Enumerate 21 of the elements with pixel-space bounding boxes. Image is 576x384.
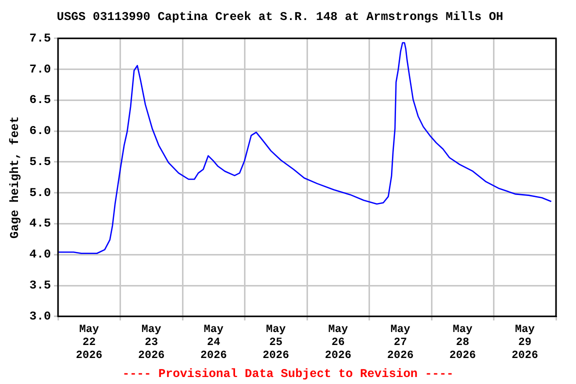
y-tick-label: 6.5 [29, 93, 52, 108]
y-tick-label: 7.5 [29, 31, 52, 46]
x-tick-label: May 25 2026 [262, 324, 290, 362]
x-tick-label: May 28 2026 [449, 324, 476, 362]
y-tick-label: 7.0 [29, 62, 52, 76]
x-tick-label: May 22 2026 [76, 324, 102, 362]
y-tick-label: 3.0 [29, 309, 52, 324]
x-tick-label: May 23 2026 [138, 324, 165, 362]
y-tick-label: 5.0 [29, 186, 52, 200]
x-tick-label: May 24 2026 [200, 324, 227, 362]
y-tick-label: 4.0 [29, 248, 52, 262]
text: ---- Provisional Data Subject to Revision ---- [122, 367, 454, 382]
y-tick-label: 4.5 [29, 216, 52, 231]
y-tick-label: 3.5 [29, 278, 52, 293]
x-tick-label: May 27 2026 [387, 324, 414, 362]
y-tick-label: 5.5 [29, 154, 52, 169]
y-axis-title: Gage height, feet [8, 116, 22, 239]
x-tick-label: May 29 2026 [512, 324, 538, 362]
x-tick-label: May 26 2026 [324, 324, 352, 362]
chart-title: USGS 03113990 Captina Creek at S.R. 148 at Armstrongs Mills OH [56, 10, 504, 24]
y-tick-label: 6.0 [29, 124, 52, 138]
